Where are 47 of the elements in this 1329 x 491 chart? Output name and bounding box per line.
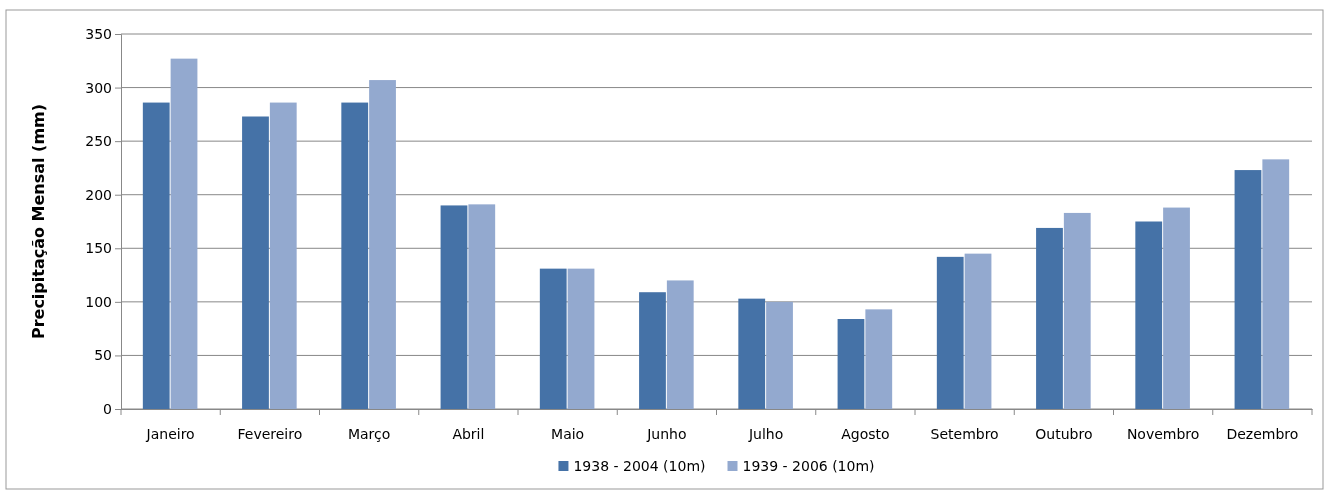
bar [936,256,964,409]
bar [468,204,496,409]
x-tick-label: Junho [646,426,687,442]
bar [766,301,793,409]
legend-label: 1939 - 2006 (10m) [742,458,875,474]
bar [1262,159,1290,409]
bar [242,116,269,409]
bar [964,253,992,409]
bar [170,58,198,409]
y-axis-title: Precipitação Mensal (mm) [29,103,48,340]
x-tick-label: Fevereiro [237,426,303,442]
y-tick-label: 250 [85,133,112,150]
y-tick-label: 200 [85,186,112,203]
bar [837,319,865,409]
y-tick-label: 0 [103,400,112,417]
x-tick-label: Maio [551,426,585,442]
bar [269,102,297,409]
bar [369,80,396,409]
legend-label: 1938 - 2004 (10m) [573,458,706,474]
x-tick-label: Julho [747,426,784,442]
x-tick-label: Abril [452,426,485,442]
bar [1163,207,1190,409]
x-tick-label: Março [347,426,391,442]
bar [567,268,595,409]
bar [666,280,694,409]
bar [539,268,567,409]
x-tick-label: Novembro [1126,426,1200,442]
bar [1135,221,1163,409]
x-tick-label: Agosto [841,426,890,442]
bar [341,102,369,409]
x-tick-label: Janeiro [145,426,195,442]
bar [865,309,893,409]
y-tick-label: 50 [94,347,112,364]
bar [738,298,766,409]
x-tick-label: Outubro [1035,426,1093,442]
bar [440,205,468,409]
y-tick-label: 300 [85,79,112,96]
bar [639,292,666,409]
x-tick-label: Setembro [930,426,999,442]
y-tick-label: 100 [85,293,112,310]
y-tick-label: 350 [85,25,112,42]
bar [1036,227,1063,409]
bar [1234,170,1262,409]
bar [1063,212,1091,409]
y-tick-label: 150 [85,240,112,257]
bar [142,102,170,409]
x-tick-label: Dezembro [1226,426,1299,442]
